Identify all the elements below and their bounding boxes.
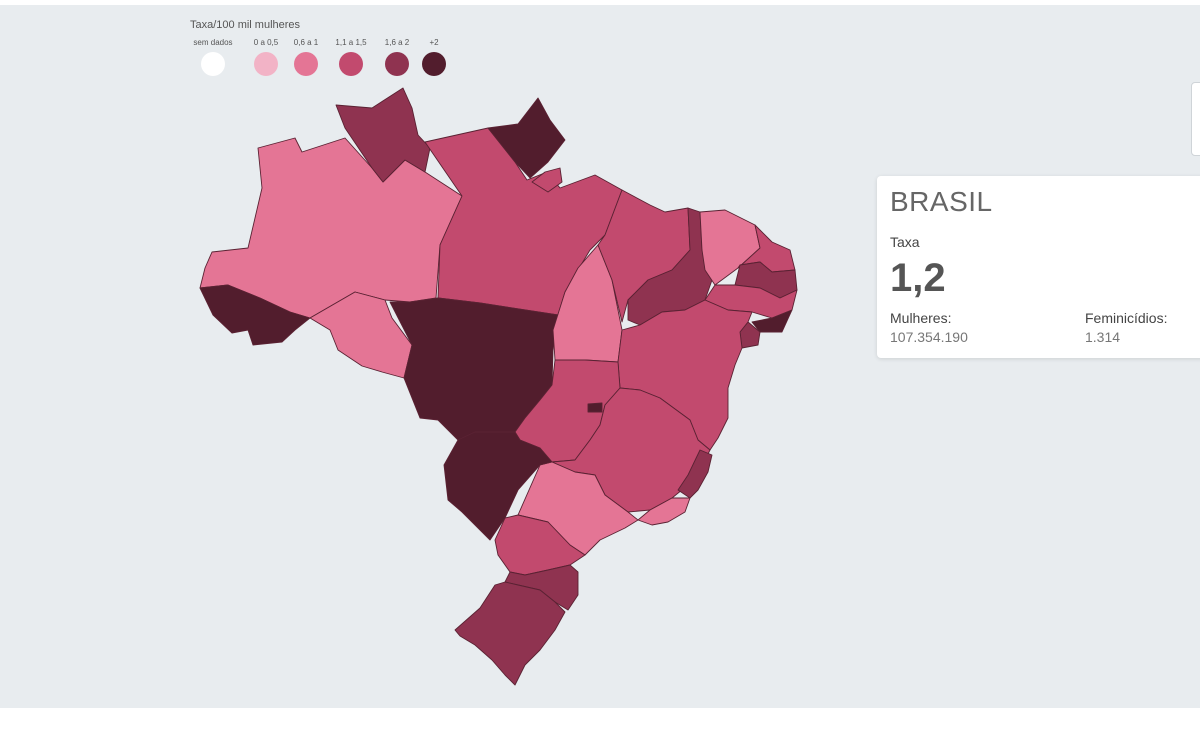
state-para[interactable] [424,127,623,316]
legend-item-1.1-1.5: 1,1 a 1,5 [321,38,381,82]
legend-item-over-2: +2 [404,38,464,82]
state-rio-grande-do-sul[interactable] [454,581,566,686]
state-roraima[interactable] [335,87,431,183]
legend-label: 0,6 a 1 [293,38,319,47]
state-para-marajo[interactable] [531,167,563,193]
rate-value: 1,2 [890,256,946,300]
legend-label: 1,6 a 2 [384,38,410,47]
state-amapa[interactable] [487,97,566,179]
card-title: BRASIL [890,186,993,217]
map-legend: Taxa/100 mil mulheres sem dados 0 a 0,5 … [190,19,460,81]
femicides-label: Feminicídios: [1085,310,1168,326]
legend-title: Taxa/100 mil mulheres [190,19,301,31]
women-value: 107.354.190 [890,329,968,345]
legend-swatch [254,52,278,76]
state-acre[interactable] [199,284,311,346]
state-mato-grosso-do-sul[interactable] [443,431,553,541]
state-distrito-federal[interactable] [587,402,603,413]
legend-swatch [385,52,409,76]
legend-swatch [339,52,363,76]
state-rio-de-janeiro[interactable] [637,497,691,526]
legend-item-0.6-1: 0,6 a 1 [276,38,336,82]
page-bottom-strip [0,708,1200,729]
legend-swatch [422,52,446,76]
legend-label: sem dados [193,38,233,47]
rate-label: Taxa [890,234,920,250]
legend-swatch [201,52,225,76]
state-alagoas[interactable] [751,309,793,333]
legend-label: 1,1 a 1,5 [335,38,367,47]
legend-label: 0 a 0,5 [253,38,279,47]
legend-swatch [294,52,318,76]
info-card: BRASIL Taxa 1,2 Mulheres: 107.354.190 Fe… [877,176,1200,358]
legend-item-0-0.5: 0 a 0,5 [236,38,296,82]
women-label: Mulheres: [890,310,952,326]
side-panel-edge[interactable] [1191,82,1200,156]
femicides-value: 1.314 [1085,329,1121,345]
legend-label: +2 [429,38,439,47]
state-espirito-santo[interactable] [677,449,713,499]
state-amazonas[interactable] [199,137,463,319]
legend-item-no-data: sem dados [183,38,243,82]
legend-item-1.6-2: 1,6 a 2 [367,38,427,82]
